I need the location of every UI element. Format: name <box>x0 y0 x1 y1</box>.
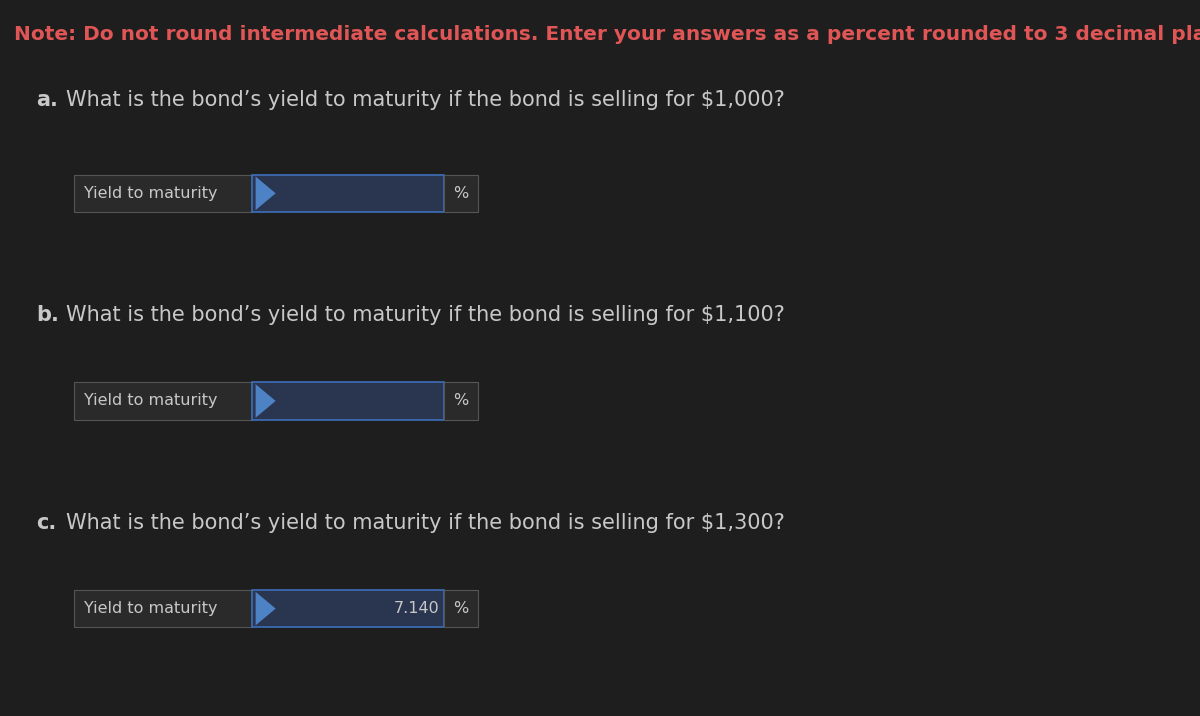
Text: 7.140: 7.140 <box>394 601 439 616</box>
Text: Yield to maturity: Yield to maturity <box>84 186 217 200</box>
FancyBboxPatch shape <box>252 175 444 212</box>
Text: Yield to maturity: Yield to maturity <box>84 394 217 408</box>
FancyBboxPatch shape <box>252 382 444 420</box>
Text: %: % <box>454 394 468 408</box>
Polygon shape <box>256 177 276 210</box>
Text: b.: b. <box>36 305 59 325</box>
Text: a.: a. <box>36 90 58 110</box>
Text: What is the bond’s yield to maturity if the bond is selling for $1,100?: What is the bond’s yield to maturity if … <box>66 305 785 325</box>
Text: %: % <box>454 601 468 616</box>
Text: What is the bond’s yield to maturity if the bond is selling for $1,000?: What is the bond’s yield to maturity if … <box>66 90 785 110</box>
FancyBboxPatch shape <box>444 382 478 420</box>
Polygon shape <box>256 384 276 417</box>
Text: c.: c. <box>36 513 56 533</box>
Text: %: % <box>454 186 468 200</box>
FancyBboxPatch shape <box>252 590 444 627</box>
FancyBboxPatch shape <box>444 590 478 627</box>
FancyBboxPatch shape <box>444 175 478 212</box>
Polygon shape <box>256 592 276 625</box>
FancyBboxPatch shape <box>74 590 252 627</box>
Text: Yield to maturity: Yield to maturity <box>84 601 217 616</box>
Text: Note: Do not round intermediate calculations. Enter your answers as a percent ro: Note: Do not round intermediate calculat… <box>14 25 1200 44</box>
FancyBboxPatch shape <box>74 175 252 212</box>
Text: What is the bond’s yield to maturity if the bond is selling for $1,300?: What is the bond’s yield to maturity if … <box>66 513 785 533</box>
FancyBboxPatch shape <box>74 382 252 420</box>
